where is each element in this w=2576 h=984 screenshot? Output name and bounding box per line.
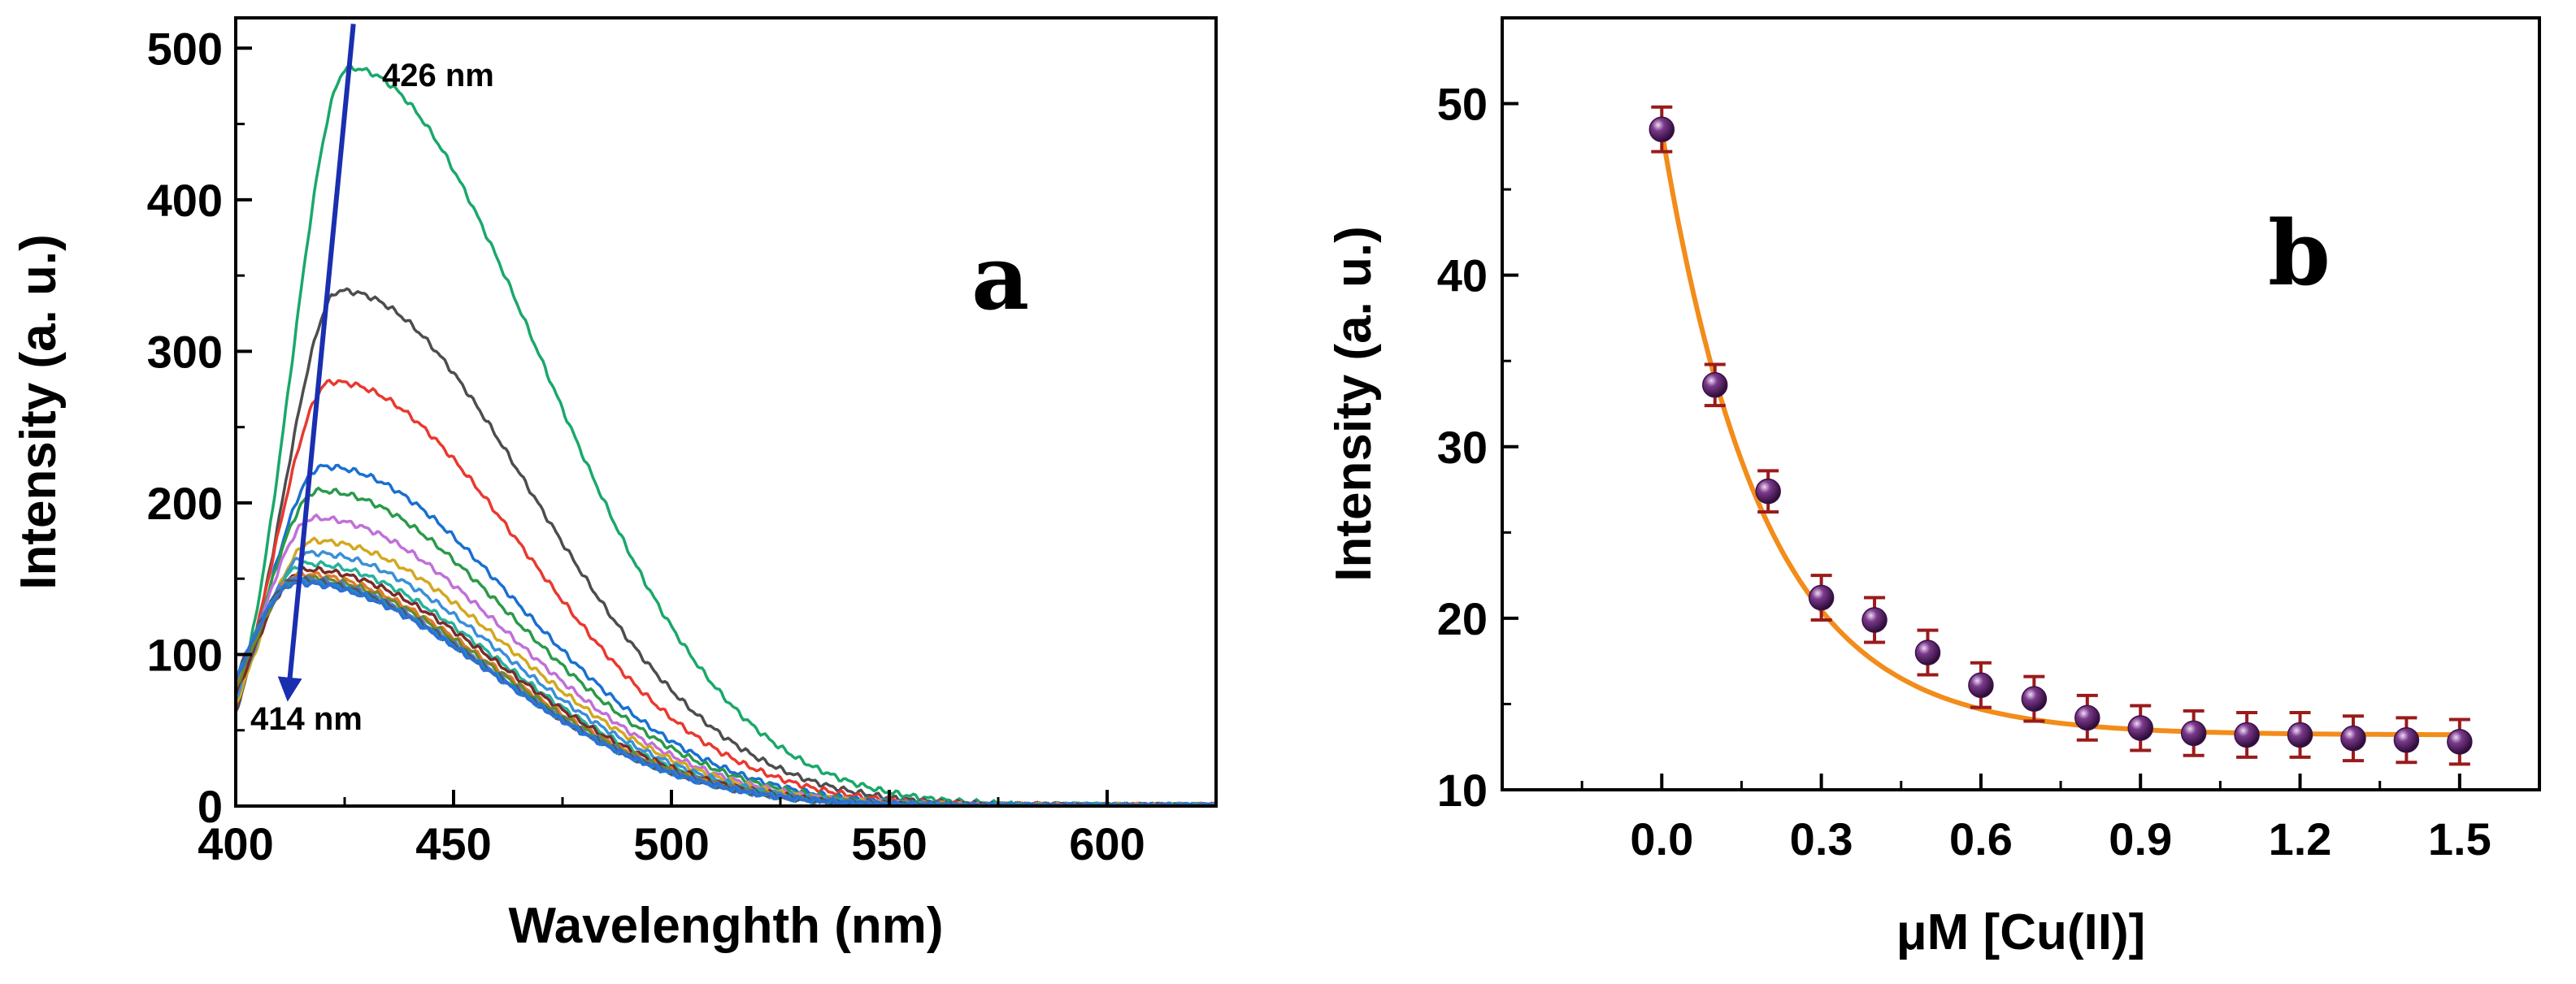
y-tick-label: 50	[1437, 79, 1488, 130]
x-tick-label: 600	[1069, 818, 1145, 869]
marker	[1861, 607, 1887, 633]
marker	[1701, 372, 1728, 398]
data-point	[1968, 661, 1994, 709]
marker	[2393, 727, 2420, 753]
axis-ticks-b: 0.0 0.3 0.6 0.9 1.2 1.5 10 20 30 40 50	[1437, 79, 2491, 865]
x-tick-label: 1.2	[2269, 813, 2332, 865]
marker	[1649, 116, 1675, 142]
y-axis-label-a: Intensity (a. u.)	[11, 234, 67, 589]
marker	[1914, 639, 1941, 665]
y-tick-label: 20	[1437, 593, 1488, 644]
data-point	[2074, 693, 2100, 742]
data-point	[2393, 716, 2420, 765]
y-tick-label: 30	[1437, 422, 1488, 473]
marker	[2127, 715, 2153, 741]
y-tick-label: 400	[147, 175, 223, 226]
data-point	[2287, 711, 2313, 759]
data-point	[2447, 717, 2473, 766]
x-tick-label: 0.9	[2109, 813, 2172, 865]
marker	[2340, 725, 2366, 752]
data-point	[2340, 714, 2366, 763]
y-tick-label: 300	[147, 326, 223, 377]
axis-ticks-a: 400 450 500 550 600 0 100 200 300 400 500	[147, 23, 1145, 869]
spectra-curves	[234, 63, 1218, 808]
data-point	[2127, 704, 2153, 752]
marker	[2074, 704, 2100, 731]
y-tick-label: 100	[147, 629, 223, 680]
data-point	[2234, 711, 2260, 759]
marker	[2021, 686, 2048, 712]
panel-label-b: b	[2268, 201, 2331, 306]
data-point	[2021, 674, 2048, 723]
data-point	[1701, 362, 1728, 408]
data-point	[1808, 574, 1835, 622]
spectrum-line	[234, 579, 1216, 808]
data-point	[1755, 469, 1781, 514]
x-tick-label: 400	[198, 818, 273, 869]
y-tick-label: 200	[147, 478, 223, 529]
chart-panel-a: 426 nm 414 nm a 400 450 500 550 600 0 100 200 30…	[11, 16, 1218, 954]
y-axis-label-b: Intensity (a. u.)	[1326, 226, 1382, 581]
fit-curve	[1659, 130, 2460, 738]
x-tick-label: 550	[851, 818, 927, 869]
x-tick-label: 0.6	[1949, 813, 2013, 865]
marker	[1968, 672, 1994, 698]
spectrum-line	[234, 287, 1217, 808]
x-tick-label: 0.0	[1630, 813, 1693, 865]
x-tick-label: 500	[633, 818, 709, 869]
data-point	[2180, 709, 2207, 757]
y-tick-label: 10	[1437, 765, 1488, 816]
x-tick-label: 1.5	[2428, 813, 2491, 865]
marker	[2287, 722, 2313, 748]
data-points	[1649, 105, 2473, 766]
marker	[1755, 478, 1781, 505]
x-tick-label: 0.3	[1790, 813, 1853, 865]
x-axis-label-a: Wavelenghth (nm)	[508, 898, 943, 954]
marker	[1808, 584, 1835, 611]
peak-end-label: 414 nm	[250, 701, 363, 737]
x-tick-label: 450	[415, 818, 491, 869]
plot-frame-b	[1501, 16, 2541, 791]
chart-panel-b: b 0.0 0.3 0.6 0.9 1.2 1.5 10 20 30 40 50 μM [Cu(II…	[1326, 16, 2541, 960]
x-axis-label-b: μM [Cu(II)]	[1896, 904, 2146, 960]
marker	[2180, 720, 2207, 747]
spectrum-line	[234, 570, 1217, 807]
plot-frame-a	[234, 16, 1218, 808]
data-point	[1649, 105, 1675, 154]
y-tick-label: 0	[198, 781, 223, 832]
peak-start-label: 426 nm	[382, 58, 494, 93]
panel-label-a: a	[971, 225, 1029, 330]
peak-shift-arrow	[277, 24, 356, 702]
y-tick-label: 500	[147, 23, 223, 74]
spectrum-line	[234, 63, 1217, 807]
marker	[2234, 722, 2260, 748]
y-tick-label: 40	[1437, 250, 1488, 301]
marker	[2447, 729, 2473, 755]
data-point	[1861, 596, 1887, 644]
data-point	[1914, 628, 1941, 677]
